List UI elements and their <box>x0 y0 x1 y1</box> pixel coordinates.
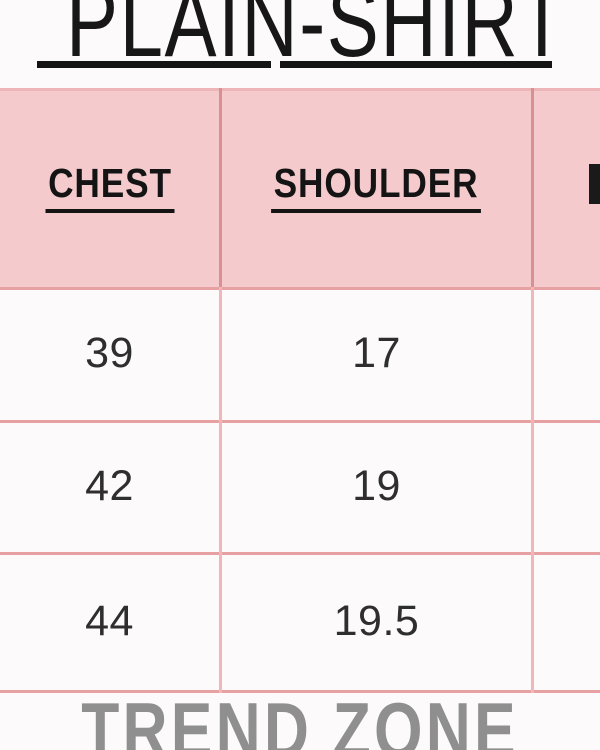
grid-line-vertical <box>219 88 222 287</box>
title-underline-left <box>37 61 271 68</box>
grid-line-vertical <box>531 88 534 287</box>
partial-third-column-letter <box>589 164 600 204</box>
column-header-shoulder: SHOULDER <box>222 88 531 287</box>
shoulder-value: 17 <box>352 329 401 377</box>
page-title: PLAIN-SHIRT <box>66 0 566 72</box>
table-row: 19.5 <box>222 552 531 690</box>
chest-value: 44 <box>85 596 134 645</box>
table-row: 19 <box>222 420 531 552</box>
grid-line-horizontal <box>0 690 600 693</box>
grid-line-vertical <box>531 287 534 693</box>
table-row: 17 <box>222 287 531 420</box>
table-row: 39 <box>0 287 219 420</box>
column-header-chest-label: CHEST <box>45 162 174 213</box>
table-header-row <box>0 88 600 287</box>
chest-value: 39 <box>85 329 134 377</box>
grid-line-horizontal <box>0 287 600 290</box>
grid-line-horizontal <box>0 552 600 555</box>
brand-wordmark: TREND ZONE <box>81 686 519 750</box>
grid-line-horizontal <box>0 420 600 423</box>
title-text-plain: PLAIN- <box>66 0 327 78</box>
table-row: 44 <box>0 552 219 690</box>
column-header-chest: CHEST <box>0 88 219 287</box>
column-header-shoulder-label: SHOULDER <box>271 162 482 213</box>
title-underline-right <box>280 61 552 68</box>
chest-value: 42 <box>85 461 134 510</box>
title-text-shirt: SHIRT <box>326 0 568 78</box>
shoulder-value: 19.5 <box>333 596 420 645</box>
table-row: 42 <box>0 420 219 552</box>
grid-line-vertical <box>219 287 222 693</box>
shoulder-value: 19 <box>352 461 401 510</box>
